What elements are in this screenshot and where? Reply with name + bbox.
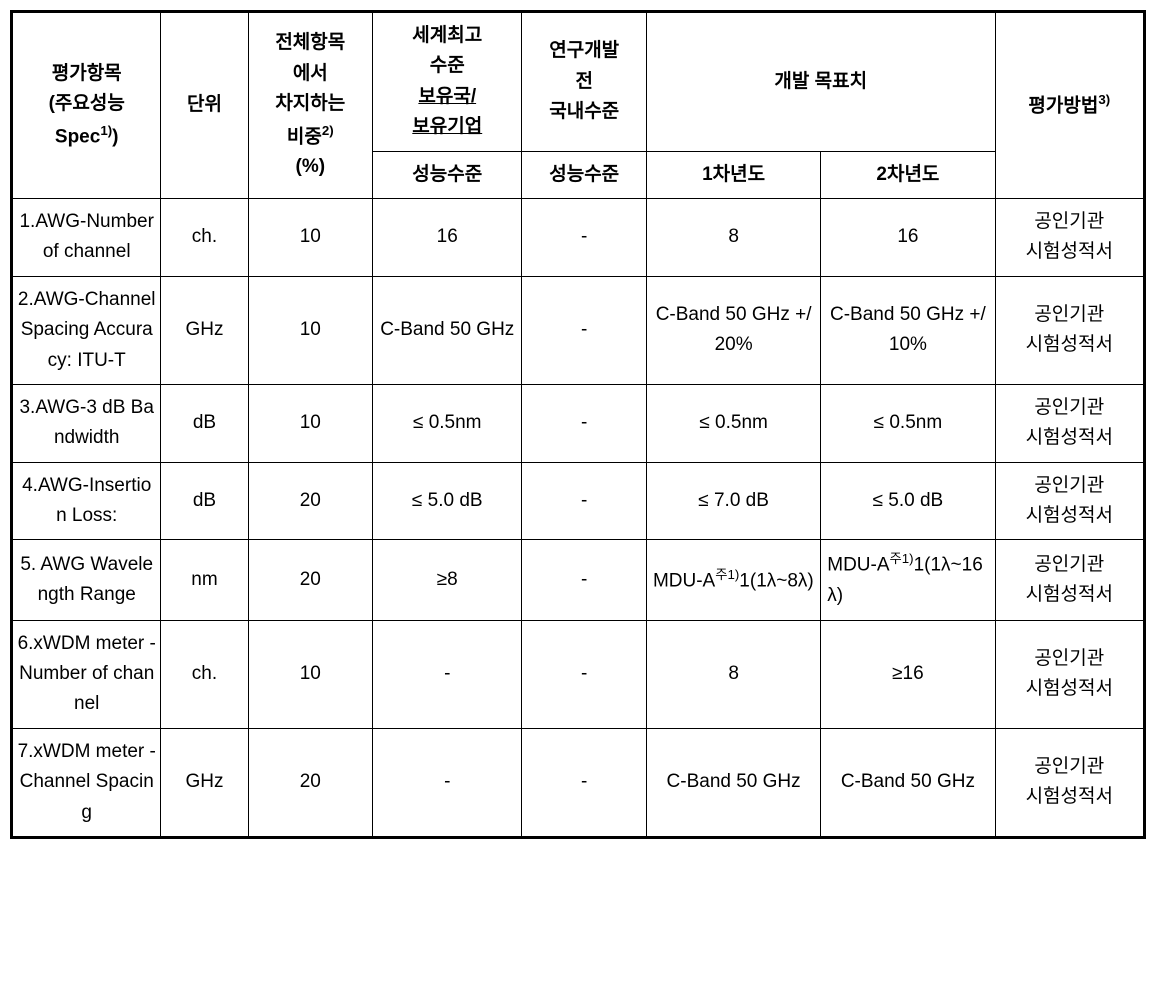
cell-method: 공인기관 시험성적서 — [995, 540, 1144, 620]
cell-year2: ≥16 — [821, 620, 995, 728]
header-unit: 단위 — [161, 12, 248, 199]
cell-world: C-Band 50 GHz — [373, 276, 522, 384]
cell-year1: 8 — [646, 620, 820, 728]
cell-world: 16 — [373, 198, 522, 276]
cell-item: 4.AWG-Insertion Loss: — [12, 462, 161, 540]
table-row: 7.xWDM meter -Channel Spacing GHz 20 - -… — [12, 728, 1145, 837]
header-world: 세계최고 수준 보유국/ 보유기업 — [373, 12, 522, 152]
cell-weight: 10 — [248, 198, 373, 276]
cell-year2: 16 — [821, 198, 995, 276]
table-header: 평가항목 (주요성능 Spec1)) 단위 전체항목 에서 차지하는 비중2) … — [12, 12, 1145, 199]
cell-year1: C-Band 50 GHz +/20% — [646, 276, 820, 384]
cell-method: 공인기관 시험성적서 — [995, 276, 1144, 384]
table-row: 6.xWDM meter - Number of channel ch. 10 … — [12, 620, 1145, 728]
cell-item: 3.AWG-3 dB Bandwidth — [12, 384, 161, 462]
header-weight-line2: 에서 — [293, 63, 328, 84]
header-world-line2: 수준 — [430, 55, 465, 76]
cell-weight: 10 — [248, 384, 373, 462]
cell-method: 공인기관 시험성적서 — [995, 620, 1144, 728]
cell-world: ≤ 0.5nm — [373, 384, 522, 462]
header-domestic-perf: 성능수준 — [522, 151, 647, 198]
header-world-line1: 세계최고 — [412, 25, 482, 46]
cell-year2: ≤ 0.5nm — [821, 384, 995, 462]
cell-domestic: - — [522, 728, 647, 837]
cell-year2: ≤ 5.0 dB — [821, 462, 995, 540]
header-weight-line4: 비중 — [287, 126, 322, 147]
cell-year2: MDU-A주1)1(1λ~16λ) — [821, 540, 995, 620]
header-domestic-line1: 연구개발 — [549, 40, 619, 61]
header-item-line2: (주요성능 — [49, 93, 125, 114]
header-world-line4: 보유기업 — [412, 116, 482, 137]
header-item-line3: Spec — [55, 126, 100, 147]
cell-year2: C-Band 50 GHz — [821, 728, 995, 837]
spec-table: 평가항목 (주요성능 Spec1)) 단위 전체항목 에서 차지하는 비중2) … — [10, 10, 1146, 839]
cell-year1: 8 — [646, 198, 820, 276]
cell-method: 공인기관 시험성적서 — [995, 198, 1144, 276]
header-weight: 전체항목 에서 차지하는 비중2) (%) — [248, 12, 373, 199]
cell-year1: C-Band 50 GHz — [646, 728, 820, 837]
table-row: 3.AWG-3 dB Bandwidth dB 10 ≤ 0.5nm - ≤ 0… — [12, 384, 1145, 462]
cell-weight: 10 — [248, 276, 373, 384]
cell-weight: 20 — [248, 462, 373, 540]
table-row: 2.AWG-Channel Spacing Accuracy: ITU-T GH… — [12, 276, 1145, 384]
cell-item: 5. AWG Wavelength Range — [12, 540, 161, 620]
header-weight-line3: 차지하는 — [275, 93, 345, 114]
cell-item: 7.xWDM meter -Channel Spacing — [12, 728, 161, 837]
cell-method: 공인기관 시험성적서 — [995, 728, 1144, 837]
cell-domestic: - — [522, 384, 647, 462]
header-world-line3: 보유국/ — [418, 86, 476, 107]
table-row: 4.AWG-Insertion Loss: dB 20 ≤ 5.0 dB - ≤… — [12, 462, 1145, 540]
cell-unit: GHz — [161, 276, 248, 384]
cell-domestic: - — [522, 620, 647, 728]
cell-world: - — [373, 728, 522, 837]
cell-world: - — [373, 620, 522, 728]
cell-unit: GHz — [161, 728, 248, 837]
table-row: 5. AWG Wavelength Range nm 20 ≥8 - MDU-A… — [12, 540, 1145, 620]
header-year1: 1차년도 — [646, 151, 820, 198]
cell-unit: dB — [161, 462, 248, 540]
header-method-label: 평가방법 — [1028, 95, 1098, 116]
cell-method: 공인기관 시험성적서 — [995, 384, 1144, 462]
cell-item: 2.AWG-Channel Spacing Accuracy: ITU-T — [12, 276, 161, 384]
cell-domestic: - — [522, 276, 647, 384]
header-weight-line5: (%) — [296, 156, 326, 177]
header-world-perf: 성능수준 — [373, 151, 522, 198]
header-item: 평가항목 (주요성능 Spec1)) — [12, 12, 161, 199]
header-domestic-line2: 전 — [575, 71, 592, 92]
cell-domestic: - — [522, 198, 647, 276]
table-body: 1.AWG-Number of channel ch. 10 16 - 8 16… — [12, 198, 1145, 837]
header-row-1: 평가항목 (주요성능 Spec1)) 단위 전체항목 에서 차지하는 비중2) … — [12, 12, 1145, 152]
cell-year1: ≤ 0.5nm — [646, 384, 820, 462]
cell-world: ≤ 5.0 dB — [373, 462, 522, 540]
cell-item: 6.xWDM meter - Number of channel — [12, 620, 161, 728]
header-weight-line1: 전체항목 — [275, 32, 345, 53]
cell-year2: C-Band 50 GHz +/10% — [821, 276, 995, 384]
cell-unit: nm — [161, 540, 248, 620]
header-item-sup: 1) — [100, 123, 112, 138]
cell-weight: 20 — [248, 540, 373, 620]
cell-domestic: - — [522, 462, 647, 540]
cell-unit: ch. — [161, 620, 248, 728]
header-method-sup: 3) — [1098, 92, 1110, 107]
header-item-line1: 평가항목 — [52, 63, 122, 84]
header-target: 개발 목표치 — [646, 12, 995, 152]
cell-world: ≥8 — [373, 540, 522, 620]
cell-unit: dB — [161, 384, 248, 462]
header-year2: 2차년도 — [821, 151, 995, 198]
cell-year1: MDU-A주1)1(1λ~8λ) — [646, 540, 820, 620]
cell-item: 1.AWG-Number of channel — [12, 198, 161, 276]
header-domestic: 연구개발 전 국내수준 — [522, 12, 647, 152]
cell-unit: ch. — [161, 198, 248, 276]
header-item-close: ) — [112, 126, 118, 147]
table-row: 1.AWG-Number of channel ch. 10 16 - 8 16… — [12, 198, 1145, 276]
cell-year1: ≤ 7.0 dB — [646, 462, 820, 540]
header-weight-sup: 2) — [322, 123, 334, 138]
header-method: 평가방법3) — [995, 12, 1144, 199]
header-domestic-line3: 국내수준 — [549, 101, 619, 122]
cell-weight: 10 — [248, 620, 373, 728]
cell-method: 공인기관 시험성적서 — [995, 462, 1144, 540]
cell-weight: 20 — [248, 728, 373, 837]
cell-domestic: - — [522, 540, 647, 620]
